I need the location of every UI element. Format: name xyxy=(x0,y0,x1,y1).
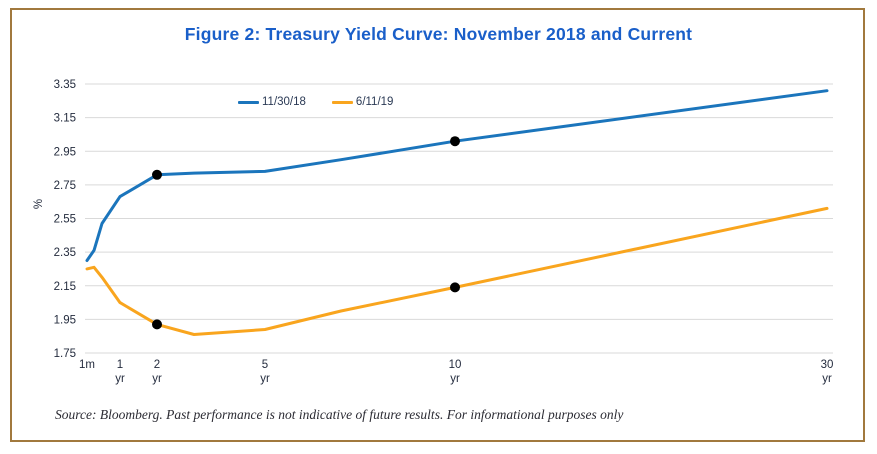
data-point-marker xyxy=(152,319,162,330)
chart-legend: 11/30/18 6/11/19 xyxy=(238,96,393,108)
y-tick-label: 2.95 xyxy=(54,146,76,158)
data-point-marker xyxy=(450,282,460,293)
x-tick-label: 1 xyxy=(117,359,123,371)
x-tick-label: 10 xyxy=(449,359,462,371)
legend-item-nov-2018: 11/30/18 xyxy=(238,96,306,108)
y-tick-label: 3.35 xyxy=(54,79,76,91)
y-tick-label: 2.75 xyxy=(54,180,76,192)
x-tick-label: 5 xyxy=(262,359,268,371)
x-tick-sublabel: yr xyxy=(450,373,460,385)
legend-label-current: 6/11/19 xyxy=(355,96,394,108)
x-tick-sublabel: yr xyxy=(115,373,125,385)
legend-item-current: 6/11/19 xyxy=(331,96,394,108)
x-tick-sublabel: yr xyxy=(822,373,832,385)
series-line-0 xyxy=(85,89,829,262)
legend-line-swatch-orange xyxy=(331,100,353,104)
y-tick-label: 1.95 xyxy=(54,314,76,326)
series-line-1 xyxy=(85,206,829,336)
y-tick-label: 3.15 xyxy=(54,113,76,125)
y-tick-label: 2.15 xyxy=(54,281,76,293)
figure-title: Figure 2: Treasury Yield Curve: November… xyxy=(184,24,693,44)
y-tick-label: 2.35 xyxy=(54,247,76,259)
y-tick-label: 2.55 xyxy=(54,214,76,226)
y-tick-label: 1.75 xyxy=(54,348,76,360)
x-tick-label: 1m xyxy=(79,359,95,371)
legend-label-nov-2018: 11/30/18 xyxy=(262,96,306,108)
legend-line-swatch-blue xyxy=(238,100,259,104)
x-tick-label: 30 xyxy=(821,359,834,371)
data-point-marker xyxy=(450,136,460,147)
source-note: Source: Bloomberg. Past performance is n… xyxy=(55,407,624,422)
x-tick-sublabel: yr xyxy=(152,373,162,385)
x-tick-sublabel: yr xyxy=(260,373,270,385)
data-point-marker xyxy=(152,169,162,180)
x-tick-label: 2 xyxy=(154,359,160,371)
